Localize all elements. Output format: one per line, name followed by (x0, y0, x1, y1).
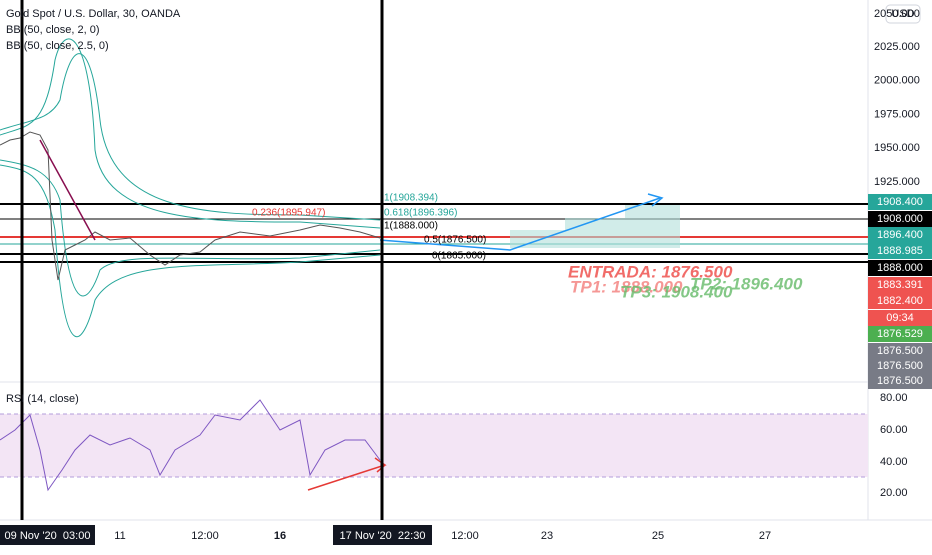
time-cursor-label: 09 Nov '20 03:00 (5, 530, 91, 542)
time-label: 12:00 (451, 530, 479, 542)
rsi-title: RSI (14, close) (6, 393, 79, 405)
price-badge-label: 1896.400 (877, 229, 923, 241)
rsi-label: 20.00 (880, 487, 908, 499)
time-label: 25 (652, 530, 664, 542)
price-badge (868, 343, 932, 359)
price-badge (868, 373, 932, 389)
price-line (0, 131, 381, 281)
price-badge-label: 1908.400 (877, 196, 923, 208)
time-cursor-badge (333, 525, 432, 545)
target-zone (625, 205, 680, 218)
price-badge (868, 293, 932, 309)
price-label: 2000.000 (874, 75, 920, 87)
indicator-label: BB (50, close, 2, 0) (6, 24, 100, 36)
price-badge-label: 1908.000 (877, 213, 923, 225)
price-badge (868, 243, 932, 259)
annotation: TP3: 1908.400 (620, 282, 733, 301)
time-cursor-label: 17 Nov '20 22:30 (340, 530, 426, 542)
price-label: 1975.000 (874, 108, 920, 120)
fib-label: 0.236(1895.947) (252, 208, 325, 219)
price-badge-label: 1888.985 (877, 245, 923, 257)
fib-label: 0(1865.000) (432, 251, 486, 262)
bb-lower-outer (0, 164, 381, 338)
price-badge (868, 211, 932, 227)
price-label: 2050.000 (874, 8, 920, 20)
target-zone (510, 230, 680, 248)
fib-label: 0.618(1896.396) (384, 208, 457, 219)
bb-upper-outer (0, 38, 381, 229)
price-badge (868, 194, 932, 210)
rsi-line (0, 399, 381, 492)
bb-lower (0, 159, 381, 297)
currency-button[interactable] (885, 4, 921, 24)
rsi-label: 80.00 (880, 392, 908, 404)
rsi-label: 60.00 (880, 424, 908, 436)
target-zone (565, 218, 680, 230)
price-badge (868, 227, 932, 243)
price-label: 2025.000 (874, 41, 920, 53)
price-badge (868, 310, 932, 326)
price-badge-label: 1888.000 (877, 262, 923, 274)
arrow-head (647, 193, 664, 207)
annotation: TP2: 1896.400 (690, 274, 803, 293)
time-cursor-badge (0, 525, 95, 545)
price-badge (868, 260, 932, 276)
price-badge (868, 326, 932, 342)
rsi-band (0, 414, 868, 477)
time-label: 11 (114, 530, 125, 542)
price-badge-label: 1876.500 (877, 375, 923, 387)
price-label: 1950.000 (874, 142, 920, 154)
currency-label[interactable]: USD (891, 8, 914, 20)
time-label: 23 (541, 530, 553, 542)
indicator-label: BB (50, close, 2.5, 0) (6, 40, 109, 52)
time-label: 16 (274, 530, 286, 542)
price-badge-label: 1876.529 (877, 328, 923, 340)
price-badge (868, 277, 932, 293)
projection-arrow (379, 197, 661, 251)
annotation: TP1: 1888.000 (570, 277, 683, 296)
price-badge-label: 1882.400 (877, 295, 923, 307)
price-badge (868, 358, 932, 374)
fib-label: 1(1908.394) (384, 193, 438, 204)
fib-label: 1(1888.000) (384, 221, 438, 232)
rsi-label: 40.00 (880, 456, 908, 468)
price-badge-label: 1883.391 (877, 279, 923, 291)
price-badge-label: 1876.500 (877, 360, 923, 372)
time-label: 12:00 (191, 530, 219, 542)
price-badge-label: 09:34 (886, 312, 914, 324)
trend-line (39, 139, 96, 241)
annotation: ENTRADA: 1876.500 (568, 262, 733, 281)
bb-upper (0, 53, 381, 221)
price-label: 1925.000 (874, 176, 920, 188)
time-label: 27 (759, 530, 771, 542)
symbol-title: Gold Spot / U.S. Dollar, 30, OANDA (6, 8, 181, 20)
fib-label: 0.5(1876.500) (424, 235, 486, 246)
price-badge-label: 1876.500 (877, 345, 923, 357)
